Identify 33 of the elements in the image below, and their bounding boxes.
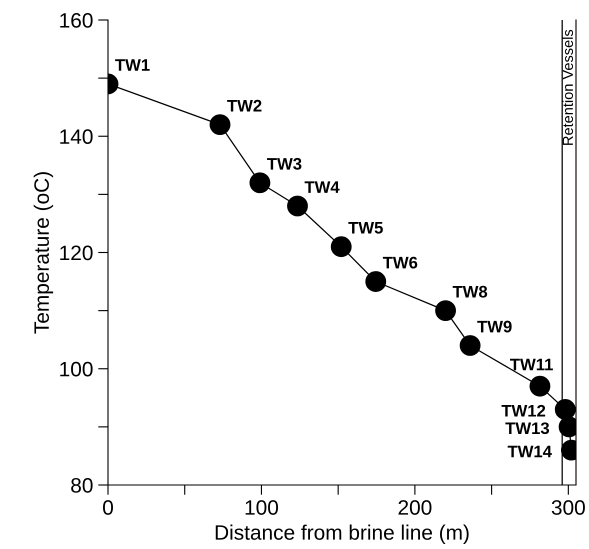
y-tick-label: 140 xyxy=(60,129,93,144)
point xyxy=(435,300,456,322)
annotation: TW4 xyxy=(304,181,340,193)
x-tick-label: 100 xyxy=(246,500,278,515)
annotation: TW3 xyxy=(267,158,302,170)
y-tick-label: 80 xyxy=(71,478,93,493)
y-tick-label: 160 xyxy=(60,13,93,28)
point xyxy=(249,172,270,194)
y-tick-label: 120 xyxy=(60,246,93,260)
annotation: TW12 xyxy=(502,404,546,417)
x-axis-title: Distance from brine line (m) xyxy=(216,524,469,544)
point xyxy=(210,114,230,136)
point xyxy=(330,236,352,258)
annotation: TW9 xyxy=(477,320,512,332)
annotation: TW1 xyxy=(115,59,150,71)
annotation: TW14 xyxy=(508,446,552,458)
y-tick-label: 100 xyxy=(60,362,93,377)
x-tick-label: 300 xyxy=(552,500,585,515)
annotation: TW2 xyxy=(227,100,262,112)
annotation: TW8 xyxy=(452,286,488,298)
y-axis-title: Temperature (oC) xyxy=(34,172,54,334)
x-tick-label: 0 xyxy=(103,500,113,515)
x-tick-label: 200 xyxy=(398,500,432,515)
point xyxy=(554,399,576,420)
annotation: TW11 xyxy=(510,358,553,370)
point xyxy=(530,376,550,397)
point xyxy=(287,196,308,216)
point xyxy=(460,335,481,356)
ref-line-label: Retention Vessels xyxy=(562,30,574,145)
annotation: TW6 xyxy=(382,256,418,269)
annotation: TW5 xyxy=(348,222,383,234)
annotation: TW13 xyxy=(505,422,550,434)
point xyxy=(365,271,386,292)
